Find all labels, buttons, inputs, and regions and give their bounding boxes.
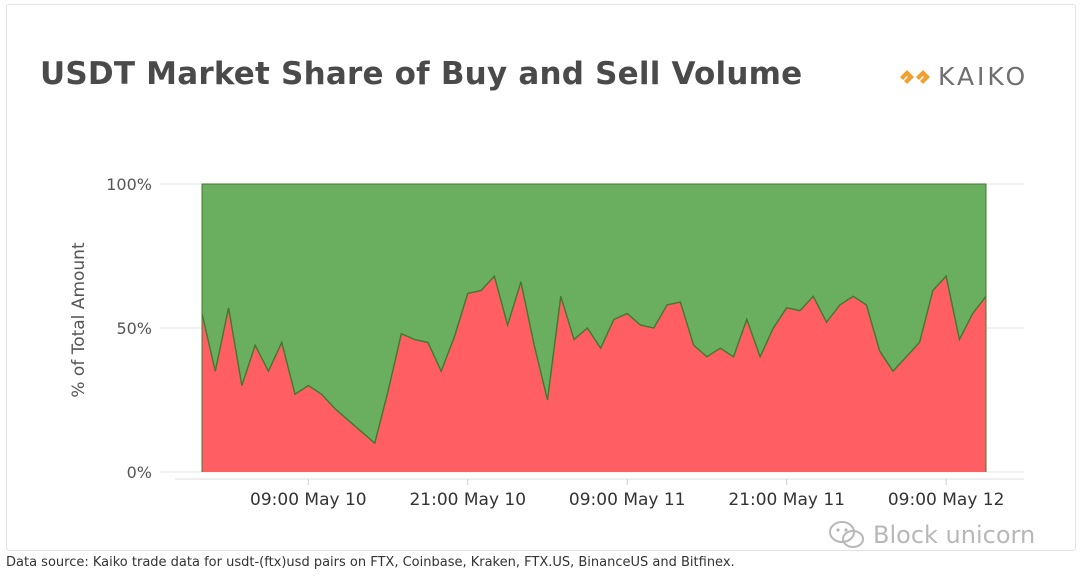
kaiko-logo: KAIKO [898,62,1028,91]
x-tick-label: 21:00 May 10 [409,490,526,510]
x-tick-label: 09:00 May 11 [569,490,686,510]
watermark: Block unicorn [827,520,1035,550]
chart-title: USDT Market Share of Buy and Sell Volume [40,56,803,92]
watermark-text: Block unicorn [873,521,1036,549]
y-tick-label: 50% [116,319,152,338]
logo-text: KAIKO [938,62,1029,91]
x-tick-label: 09:00 May 10 [250,490,367,510]
series-boundary-line [201,274,987,445]
kaiko-logo-icon [900,69,930,84]
y-tick-label: 100% [106,175,152,194]
data-source-note: Data source: Kaiko trade data for usdt-(… [6,555,735,570]
y-tick-label: 0% [127,463,152,482]
y-axis-label: % of Total Amount [69,242,89,398]
series-area-sell [202,276,986,472]
x-tick-label: 21:00 May 11 [728,490,845,510]
wechat-icon [829,521,864,548]
x-tick-label: 09:00 May 12 [888,490,1005,510]
